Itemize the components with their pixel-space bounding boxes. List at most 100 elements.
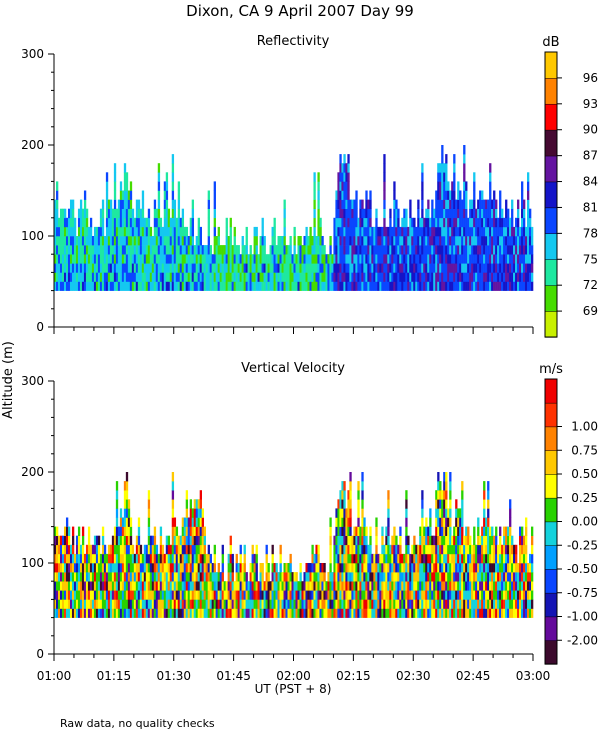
y-tick-label: 0: [36, 320, 44, 334]
heatmap-cell: [465, 272, 468, 282]
heatmap-cell: [219, 608, 222, 618]
heatmap-cell: [265, 263, 268, 273]
heatmap-cell: [243, 572, 246, 582]
heatmap-cell: [359, 254, 362, 264]
heatmap-cell: [183, 226, 187, 237]
heatmap-cell: [213, 217, 216, 228]
heatmap-cell: [419, 581, 422, 591]
heatmap-cell: [459, 263, 462, 273]
heatmap-cell: [141, 217, 145, 228]
heatmap-cell: [487, 263, 490, 273]
heatmap-cell: [519, 535, 522, 546]
heatmap-cell: [457, 281, 460, 291]
heatmap-cell: [431, 263, 434, 273]
heatmap-cell: [531, 254, 534, 264]
heatmap-cell: [191, 553, 195, 564]
heatmap-cell: [401, 281, 404, 291]
heatmap-cell: [213, 590, 216, 600]
heatmap-cell: [513, 281, 516, 291]
heatmap-cell: [359, 581, 362, 591]
heatmap-cell: [119, 281, 123, 291]
heatmap-cell: [385, 254, 388, 264]
heatmap-cell: [321, 245, 324, 255]
heatmap-cell: [167, 608, 171, 618]
heatmap-cell: [345, 236, 348, 246]
heatmap-cell: [133, 590, 137, 600]
heatmap-cell: [137, 544, 141, 555]
heatmap-cell: [261, 572, 264, 582]
heatmap-cell: [239, 254, 242, 264]
heatmap-cell: [309, 254, 312, 264]
heatmap-cell: [153, 581, 157, 591]
heatmap-cell: [115, 553, 119, 564]
heatmap-cell: [231, 272, 234, 282]
heatmap-cell: [431, 544, 434, 555]
heatmap-cell: [277, 581, 280, 591]
heatmap-cell: [67, 217, 71, 228]
heatmap-cell: [493, 608, 496, 618]
heatmap-cell: [187, 517, 191, 527]
heatmap-cell: [337, 535, 340, 546]
heatmap-cell: [56, 281, 59, 291]
heatmap-cell: [477, 236, 480, 246]
heatmap-cell: [159, 226, 163, 237]
heatmap-cell: [401, 599, 404, 609]
heatmap-cell: [407, 226, 410, 237]
heatmap-cell: [191, 254, 195, 264]
heatmap-cell: [133, 553, 137, 564]
heatmap-cell: [369, 199, 372, 209]
heatmap-cell: [427, 236, 430, 246]
heatmap-cell: [121, 226, 125, 237]
heatmap-cell: [289, 608, 292, 618]
heatmap-cell: [275, 563, 278, 573]
heatmap-cell: [429, 572, 432, 582]
heatmap-cell: [385, 263, 388, 273]
heatmap-cell: [353, 208, 356, 219]
heatmap-cell: [139, 572, 143, 582]
heatmap-cell: [353, 608, 356, 618]
heatmap-cell: [309, 272, 312, 282]
heatmap-cell: [131, 208, 135, 219]
heatmap-cell: [465, 581, 468, 591]
heatmap-cell: [125, 199, 129, 209]
heatmap-cell: [105, 263, 109, 273]
heatmap-cell: [335, 263, 338, 273]
heatmap-cell: [447, 572, 450, 582]
heatmap-cell: [477, 544, 480, 555]
heatmap-cell: [523, 590, 526, 600]
heatmap-cell: [133, 563, 137, 573]
heatmap-cell: [389, 563, 392, 573]
heatmap-cell: [511, 590, 514, 600]
heatmap-cell: [369, 581, 372, 591]
heatmap-cell: [63, 526, 67, 536]
heatmap-cell: [151, 553, 155, 564]
heatmap-cell: [351, 590, 354, 600]
heatmap-cell: [331, 599, 334, 609]
heatmap-cell: [417, 208, 420, 219]
heatmap-cell: [437, 508, 440, 518]
heatmap-cell: [371, 263, 374, 273]
heatmap-cell: [339, 544, 342, 555]
heatmap-cell: [465, 190, 468, 200]
heatmap-cell: [67, 526, 71, 536]
heatmap-cell: [323, 563, 326, 573]
heatmap-cell: [523, 245, 526, 255]
heatmap-cell: [439, 535, 442, 546]
heatmap-cell: [317, 581, 320, 591]
heatmap-cell: [361, 254, 364, 264]
heatmap-cell: [357, 499, 360, 509]
heatmap-cell: [56, 208, 59, 219]
heatmap-cell: [185, 254, 189, 264]
heatmap-cell: [441, 599, 444, 609]
heatmap-cell: [415, 553, 418, 564]
heatmap-cell: [59, 281, 63, 291]
heatmap-cell: [343, 199, 346, 209]
heatmap-cell: [207, 199, 210, 209]
heatmap-cell: [399, 245, 402, 255]
heatmap-cell: [179, 599, 183, 609]
velocity-colorbar-unit: m/s: [539, 362, 563, 377]
heatmap-cell: [381, 263, 384, 273]
heatmap-cell: [445, 535, 448, 546]
heatmap-cell: [309, 236, 312, 246]
heatmap-cell: [449, 535, 452, 546]
